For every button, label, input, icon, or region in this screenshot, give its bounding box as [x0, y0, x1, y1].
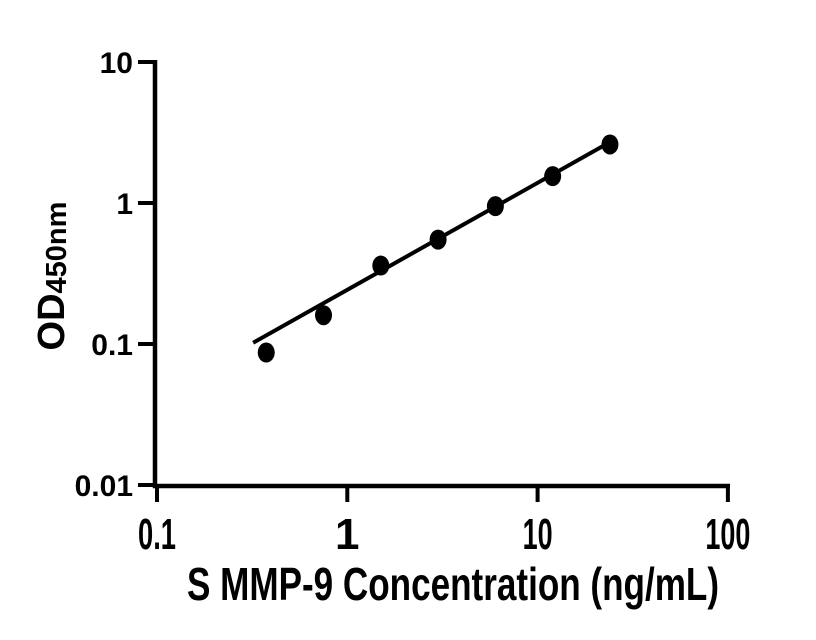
x-tick-label: 0.1: [138, 510, 176, 559]
y-axis-ticks: 0.01 0.1 1 10: [75, 47, 155, 503]
data-point-marker: [601, 134, 619, 155]
data-point-marker: [315, 305, 333, 326]
x-tick-label: 100: [705, 510, 750, 559]
data-points-group: [257, 134, 619, 363]
y-axis-title-main: OD: [31, 293, 73, 350]
data-point-marker: [372, 255, 390, 276]
data-point-marker: [257, 342, 275, 363]
y-axis-title-subscript: 450nm: [41, 202, 73, 294]
y-tick-label: 10: [100, 47, 133, 80]
data-point-marker: [544, 166, 562, 187]
y-tick-label: 1: [116, 188, 133, 221]
axis-spines: [152, 60, 730, 489]
y-tick-label: 0.1: [91, 329, 133, 362]
y-tick-label: 0.01: [75, 470, 133, 503]
data-point-marker: [429, 229, 447, 250]
x-tick-label: 10: [523, 510, 553, 559]
x-tick-label: 1: [335, 510, 359, 559]
y-axis-title: OD450nm: [31, 202, 73, 351]
x-axis-ticks: 0.1 1 10 100: [138, 486, 750, 559]
data-point-marker: [486, 196, 504, 217]
x-axis-title: S MMP-9 Concentration (ng/mL): [187, 558, 719, 610]
